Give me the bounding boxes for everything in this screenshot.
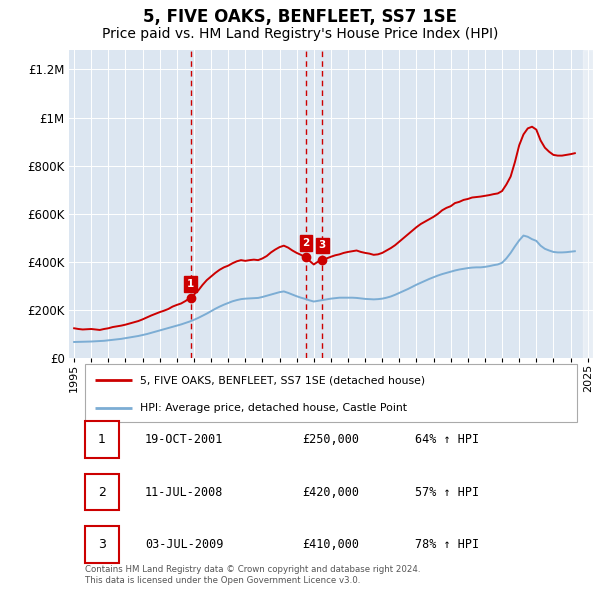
Text: 1: 1: [98, 433, 106, 446]
Text: 2: 2: [98, 486, 106, 499]
FancyBboxPatch shape: [85, 526, 119, 563]
Text: 3: 3: [98, 538, 106, 551]
Text: Contains HM Land Registry data © Crown copyright and database right 2024.
This d: Contains HM Land Registry data © Crown c…: [85, 565, 420, 585]
Text: £420,000: £420,000: [302, 486, 359, 499]
Text: 3: 3: [319, 241, 326, 251]
FancyBboxPatch shape: [85, 421, 119, 458]
Text: 5, FIVE OAKS, BENFLEET, SS7 1SE: 5, FIVE OAKS, BENFLEET, SS7 1SE: [143, 8, 457, 26]
Text: £250,000: £250,000: [302, 433, 359, 446]
Text: £410,000: £410,000: [302, 538, 359, 551]
Text: Price paid vs. HM Land Registry's House Price Index (HPI): Price paid vs. HM Land Registry's House …: [102, 27, 498, 41]
Bar: [583, 50, 593, 358]
Text: 2: 2: [302, 238, 310, 248]
Text: 5, FIVE OAKS, BENFLEET, SS7 1SE (detached house): 5, FIVE OAKS, BENFLEET, SS7 1SE (detache…: [140, 375, 425, 385]
FancyBboxPatch shape: [85, 364, 577, 422]
Text: 57% ↑ HPI: 57% ↑ HPI: [415, 486, 479, 499]
Text: 03-JUL-2009: 03-JUL-2009: [145, 538, 223, 551]
Text: 1: 1: [187, 279, 194, 289]
FancyBboxPatch shape: [85, 474, 119, 510]
Text: 64% ↑ HPI: 64% ↑ HPI: [415, 433, 479, 446]
Text: 78% ↑ HPI: 78% ↑ HPI: [415, 538, 479, 551]
Text: HPI: Average price, detached house, Castle Point: HPI: Average price, detached house, Cast…: [140, 403, 407, 413]
Text: 19-OCT-2001: 19-OCT-2001: [145, 433, 223, 446]
Text: 11-JUL-2008: 11-JUL-2008: [145, 486, 223, 499]
